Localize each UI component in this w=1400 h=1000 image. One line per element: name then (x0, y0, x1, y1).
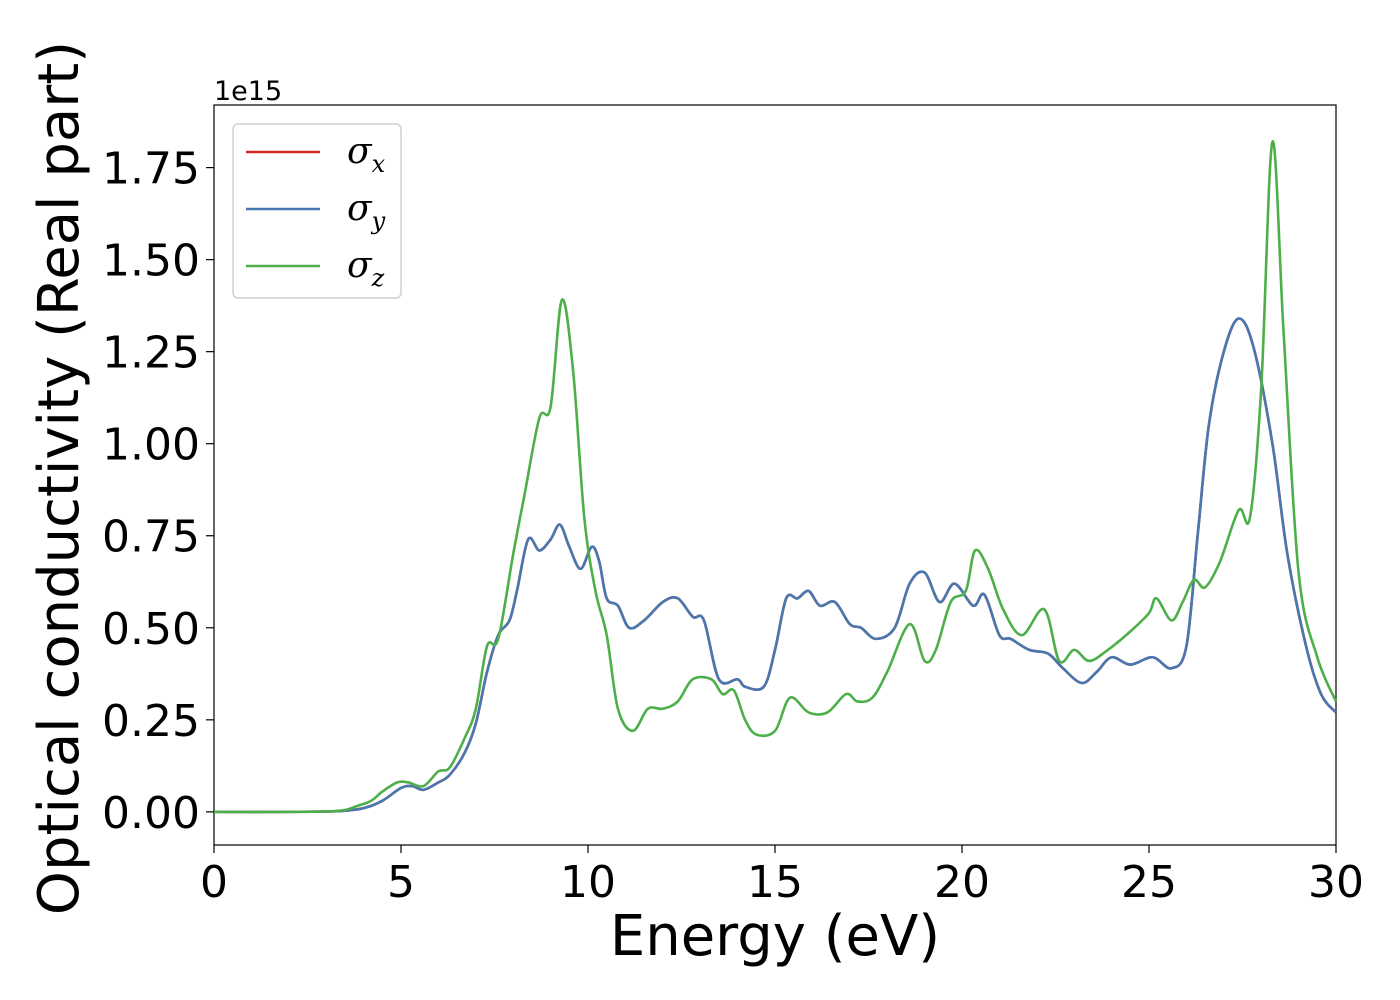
x-tick-label: 25 (1121, 857, 1177, 908)
series-line-sigma_x (213, 317, 1338, 814)
legend-frame (232, 123, 402, 299)
x-tick-label: 0 (200, 857, 228, 908)
y-axis-ticks: 0.00 0.25 0.50 0.75 1.00 1.25 1.50 1.75 (102, 144, 214, 839)
series-line-sigma_y (213, 317, 1338, 814)
x-tick-label: 10 (560, 857, 616, 908)
y-tick-label: 0.75 (102, 512, 200, 563)
x-tick-label: 15 (747, 857, 803, 908)
legend-label-z: σz (347, 245, 385, 292)
legend-label-x: σx (347, 131, 386, 178)
y-tick-label: 0.50 (102, 604, 200, 655)
y-tick-label: 1.25 (102, 328, 200, 379)
y-offset-label: 1e15 (214, 76, 282, 107)
y-tick-label: 1.75 (102, 144, 200, 195)
x-axis-label: Energy (eV) (610, 904, 940, 969)
y-tick-label: 1.00 (102, 420, 200, 471)
x-tick-label: 5 (387, 857, 415, 908)
legend-entries: σx σy σz (246, 131, 386, 292)
series-layer (213, 140, 1338, 814)
x-tick-label: 30 (1308, 857, 1364, 908)
x-axis-ticks: 0 5 10 15 20 25 30 (200, 845, 1364, 908)
legend: σx σy σz (232, 123, 402, 299)
legend-label-y: σy (347, 188, 386, 235)
y-axis-label: Optical conductivity (Real part) (27, 41, 92, 915)
y-tick-label: 0.00 (102, 788, 200, 839)
x-tick-label: 20 (934, 857, 990, 908)
y-tick-label: 1.50 (102, 236, 200, 287)
y-tick-label: 0.25 (102, 696, 200, 747)
series-line-sigma_z (213, 140, 1338, 814)
